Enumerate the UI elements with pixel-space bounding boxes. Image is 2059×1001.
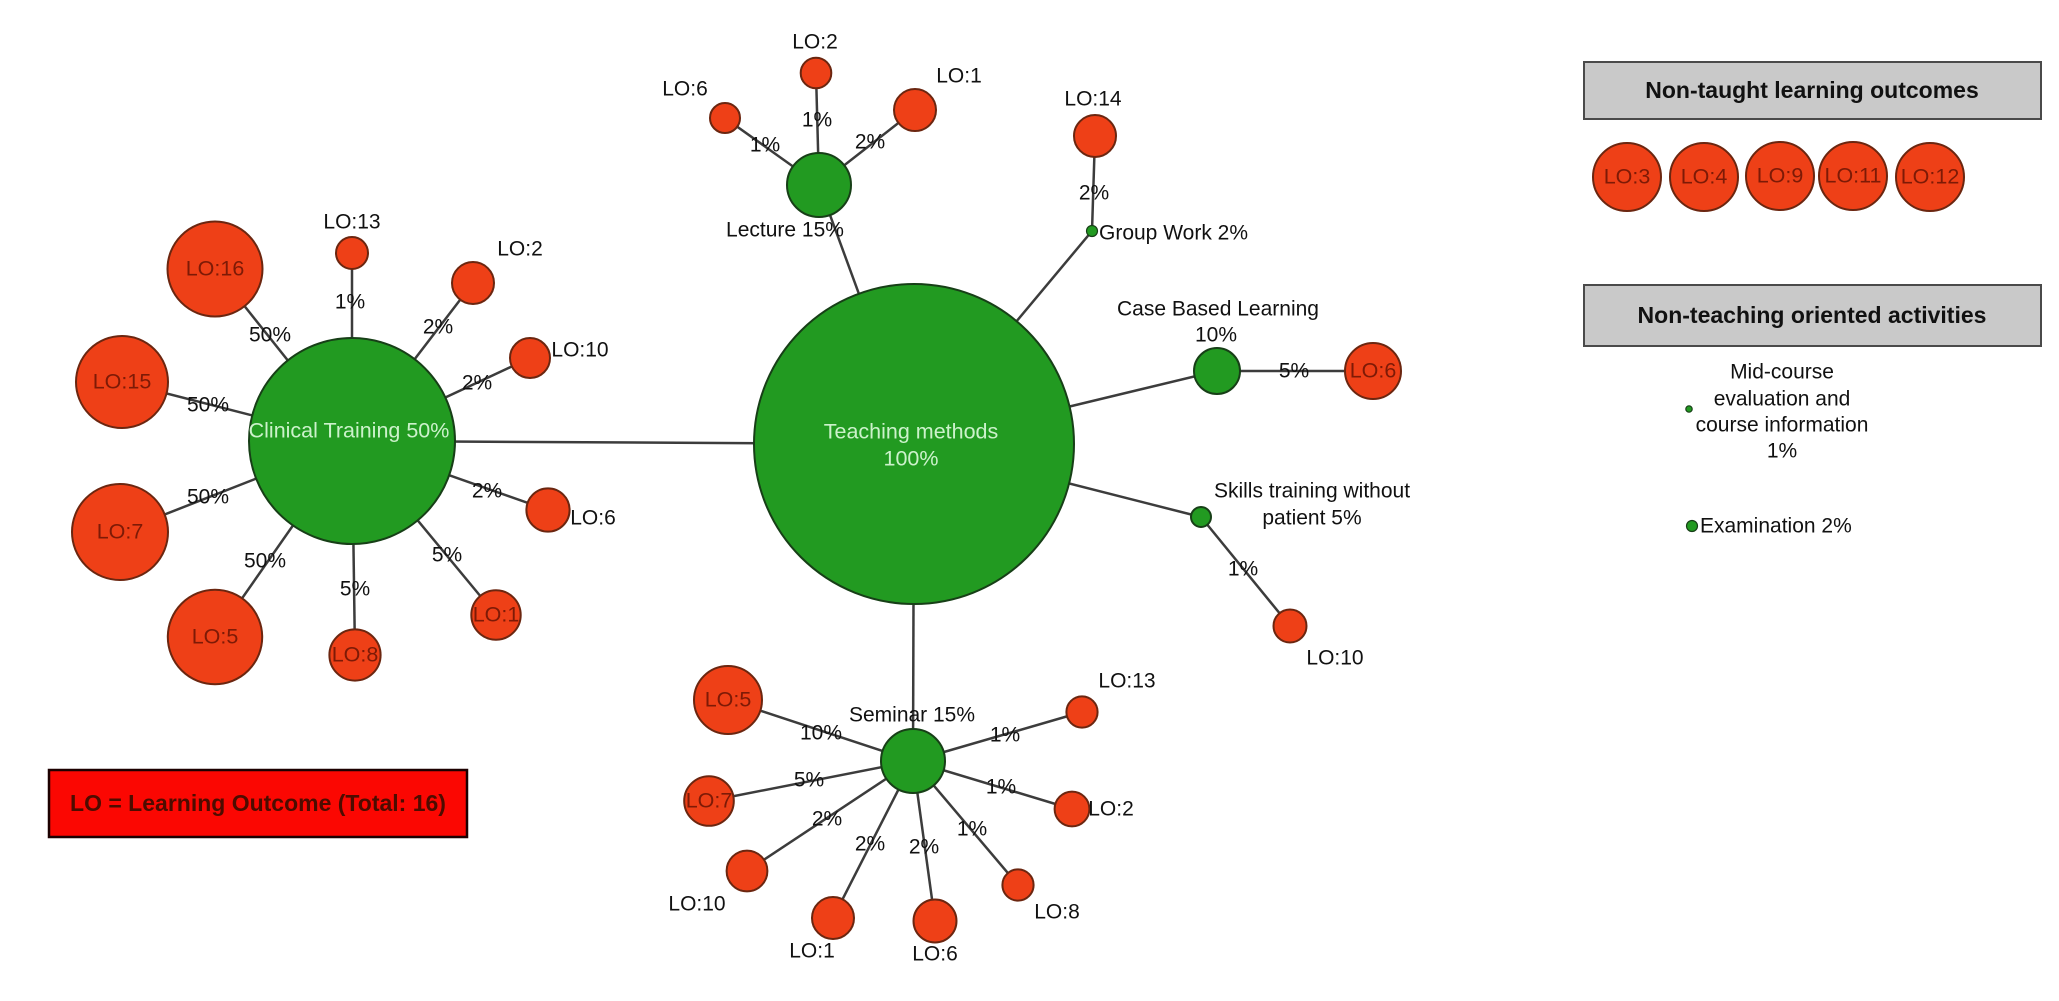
svg-text:patient 5%: patient 5% bbox=[1262, 507, 1361, 530]
svg-text:Seminar 15%: Seminar 15% bbox=[849, 704, 975, 727]
svg-text:LO:7: LO:7 bbox=[686, 789, 733, 813]
svg-text:Non-teaching oriented activiti: Non-teaching oriented activities bbox=[1638, 302, 1987, 328]
svg-text:Group Work 2%: Group Work 2% bbox=[1099, 222, 1248, 245]
svg-text:LO:13: LO:13 bbox=[323, 211, 380, 234]
svg-text:1%: 1% bbox=[335, 291, 365, 314]
svg-text:2%: 2% bbox=[812, 808, 842, 831]
svg-text:LO:8: LO:8 bbox=[1034, 901, 1080, 924]
svg-text:2%: 2% bbox=[423, 316, 453, 339]
svg-text:5%: 5% bbox=[432, 544, 462, 567]
svg-text:2%: 2% bbox=[472, 480, 502, 503]
svg-text:10%: 10% bbox=[1195, 324, 1237, 347]
svg-text:LO:4: LO:4 bbox=[1681, 165, 1728, 189]
svg-text:LO:12: LO:12 bbox=[1901, 165, 1960, 189]
svg-text:LO:1: LO:1 bbox=[473, 603, 520, 627]
svg-text:LO:6: LO:6 bbox=[912, 943, 958, 966]
svg-text:Skills training without: Skills training without bbox=[1214, 480, 1410, 503]
svg-text:evaluation and: evaluation and bbox=[1714, 388, 1851, 411]
svg-text:2%: 2% bbox=[1079, 182, 1109, 205]
svg-text:1%: 1% bbox=[802, 109, 832, 132]
svg-text:LO:6: LO:6 bbox=[662, 78, 708, 101]
svg-text:LO:2: LO:2 bbox=[497, 238, 543, 261]
svg-text:LO:16: LO:16 bbox=[186, 257, 245, 281]
svg-text:5%: 5% bbox=[794, 769, 824, 792]
svg-text:LO:2: LO:2 bbox=[792, 31, 838, 54]
svg-text:50%: 50% bbox=[244, 550, 286, 573]
svg-text:10%: 10% bbox=[800, 722, 842, 745]
svg-text:LO:15: LO:15 bbox=[93, 370, 152, 394]
svg-text:50%: 50% bbox=[249, 324, 291, 347]
svg-text:LO:10: LO:10 bbox=[668, 893, 725, 916]
svg-text:1%: 1% bbox=[1228, 558, 1258, 581]
svg-text:Teaching methods: Teaching methods bbox=[824, 420, 999, 444]
svg-text:2%: 2% bbox=[909, 836, 939, 859]
svg-text:LO:2: LO:2 bbox=[1088, 798, 1134, 821]
svg-text:2%: 2% bbox=[855, 833, 885, 856]
svg-text:1%: 1% bbox=[750, 134, 780, 157]
svg-text:1%: 1% bbox=[990, 724, 1020, 747]
svg-text:2%: 2% bbox=[855, 131, 885, 154]
svg-text:Non-taught learning outcomes: Non-taught learning outcomes bbox=[1645, 77, 1979, 103]
svg-text:LO:3: LO:3 bbox=[1604, 165, 1651, 189]
svg-text:1%: 1% bbox=[1767, 440, 1797, 463]
svg-text:LO:13: LO:13 bbox=[1098, 670, 1155, 693]
svg-text:5%: 5% bbox=[1279, 360, 1309, 383]
svg-text:Mid-course: Mid-course bbox=[1730, 361, 1834, 384]
svg-text:LO:11: LO:11 bbox=[1825, 164, 1882, 188]
svg-text:course information: course information bbox=[1696, 414, 1869, 437]
svg-text:5%: 5% bbox=[340, 578, 370, 601]
svg-text:LO:1: LO:1 bbox=[936, 65, 982, 88]
svg-text:100%: 100% bbox=[884, 447, 939, 471]
svg-text:Clinical Training 50%: Clinical Training 50% bbox=[249, 419, 450, 443]
svg-text:2%: 2% bbox=[462, 372, 492, 395]
svg-text:1%: 1% bbox=[986, 776, 1016, 799]
svg-text:LO:7: LO:7 bbox=[97, 520, 144, 544]
svg-text:LO:14: LO:14 bbox=[1064, 88, 1122, 111]
svg-text:50%: 50% bbox=[187, 486, 229, 509]
svg-text:LO:1: LO:1 bbox=[789, 940, 835, 963]
svg-text:1%: 1% bbox=[957, 818, 987, 841]
svg-text:Examination 2%: Examination 2% bbox=[1700, 515, 1852, 538]
svg-text:LO:9: LO:9 bbox=[1757, 164, 1804, 188]
svg-text:LO:5: LO:5 bbox=[705, 688, 752, 712]
svg-text:LO = Learning Outcome (Total:: LO = Learning Outcome (Total: 16) bbox=[70, 790, 446, 816]
svg-text:Case Based Learning: Case Based Learning bbox=[1117, 298, 1319, 321]
svg-text:50%: 50% bbox=[187, 394, 229, 417]
svg-text:Lecture 15%: Lecture 15% bbox=[726, 219, 844, 242]
svg-text:LO:10: LO:10 bbox=[551, 339, 608, 362]
svg-text:LO:10: LO:10 bbox=[1306, 647, 1363, 670]
svg-text:LO:6: LO:6 bbox=[1350, 359, 1397, 383]
svg-text:LO:5: LO:5 bbox=[192, 625, 239, 649]
svg-text:LO:6: LO:6 bbox=[570, 507, 616, 530]
svg-text:LO:8: LO:8 bbox=[332, 643, 379, 667]
